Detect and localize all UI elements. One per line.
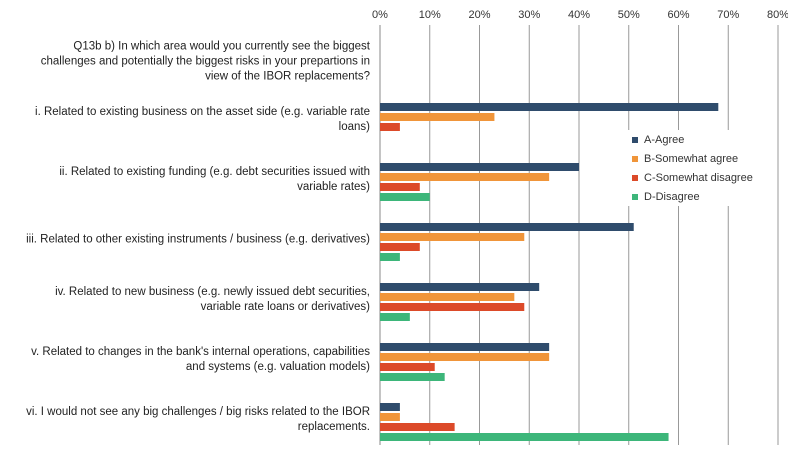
legend-label: B-Somewhat agree — [644, 153, 738, 165]
category-label: vi. I would not see any big challenges /… — [26, 406, 370, 433]
chart-title: Q13b b) In which area would you currentl… — [40, 40, 370, 83]
x-tick-label: 60% — [667, 9, 689, 21]
bar — [380, 373, 445, 381]
bar — [380, 113, 495, 121]
legend-label: C-Somewhat disagree — [644, 172, 753, 184]
legend-swatch — [632, 175, 638, 181]
bar — [380, 193, 430, 201]
category-label: ii. Related to existing funding (e.g. de… — [59, 166, 370, 193]
bar — [380, 413, 400, 421]
bar — [380, 303, 525, 311]
bar — [380, 353, 550, 361]
bar — [380, 103, 719, 111]
bar — [380, 223, 634, 231]
bar — [380, 293, 515, 301]
category-label: iii. Related to other existing instrumen… — [26, 233, 370, 246]
bar — [380, 363, 435, 371]
x-tick-label: 20% — [468, 9, 490, 21]
x-tick-label: 0% — [372, 9, 388, 21]
legend-swatch — [632, 137, 638, 143]
bar — [380, 173, 550, 181]
legend-label: A-Agree — [644, 134, 684, 146]
bar — [380, 243, 420, 251]
category-label: iv. Related to new business (e.g. newly … — [55, 286, 370, 313]
legend-swatch — [632, 194, 638, 200]
x-tick-label: 10% — [419, 9, 441, 21]
bar — [380, 123, 400, 131]
bar — [380, 253, 400, 261]
legend-swatch — [632, 156, 638, 162]
bar — [380, 403, 400, 411]
legend-box — [626, 130, 776, 206]
bar — [380, 433, 669, 441]
x-tick-label: 80% — [767, 9, 788, 21]
bar — [380, 183, 420, 191]
x-tick-label: 40% — [568, 9, 590, 21]
bar — [380, 283, 540, 291]
bar — [380, 233, 525, 241]
x-tick-label: 30% — [518, 9, 540, 21]
bar — [380, 163, 579, 171]
bar — [380, 343, 550, 351]
x-tick-label: 70% — [717, 9, 739, 21]
category-label: i. Related to existing business on the a… — [35, 106, 370, 133]
legend-label: D-Disagree — [644, 191, 700, 203]
x-tick-label: 50% — [618, 9, 640, 21]
bar — [380, 313, 410, 321]
bar — [380, 423, 455, 431]
category-label: v. Related to changes in the bank's inte… — [31, 346, 370, 373]
